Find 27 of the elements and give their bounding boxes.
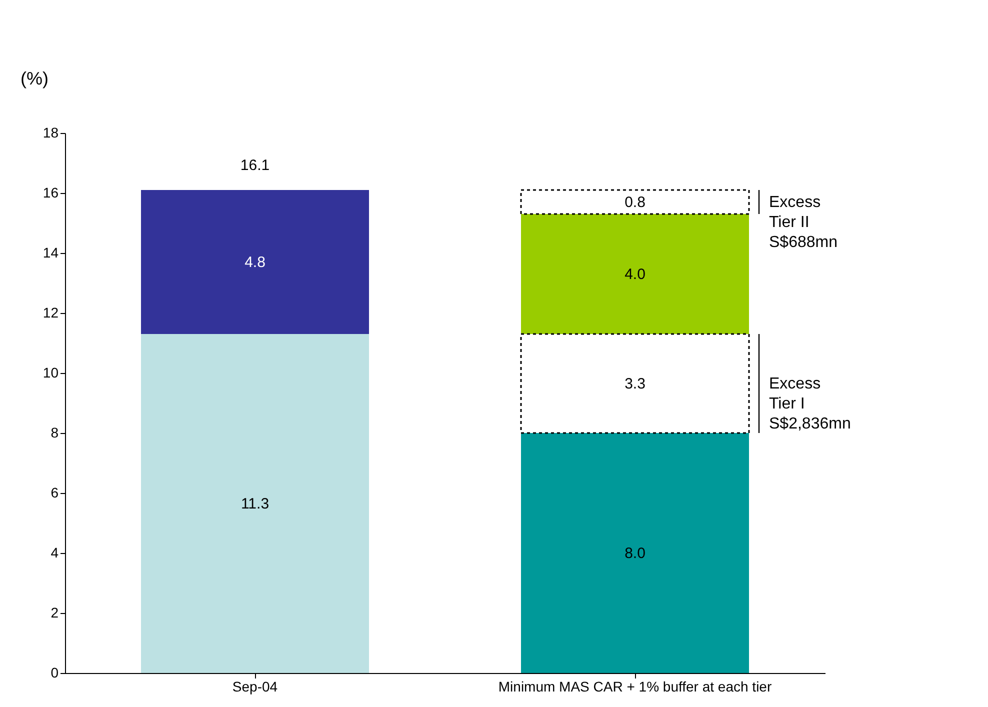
bar [141,190,369,334]
data-label: 4.0 [624,266,646,283]
total-label: 16.1 [240,157,270,174]
annotation: Excess Tier II S$688mn [769,194,838,251]
y-tick-label: 4 [50,544,59,560]
y-tick-label: 0 [50,664,59,680]
x-tick-label: Minimum MAS CAR + 1% buffer at each tier [498,678,772,694]
y-tick-label: 18 [42,124,59,140]
bar [521,214,749,334]
annotation: Excess Tier I S$2,836mn [769,376,851,432]
y-axis-title: (%) [20,68,48,88]
bar [520,189,750,215]
y-tick-label: 16 [42,184,59,200]
data-label: 3.3 [624,376,646,392]
data-label: 0.8 [624,194,646,211]
bar [141,334,369,673]
y-tick-label: 14 [42,244,59,260]
y-tick-label: 12 [42,304,59,320]
data-label: 8.0 [624,545,646,562]
y-tick-label: 6 [50,484,59,500]
x-tick-label: Sep-04 [232,678,278,694]
y-tick-label: 2 [50,604,59,620]
y-tick-label: 8 [50,424,59,440]
data-label: 11.3 [240,496,270,512]
y-tick-label: 10 [42,364,59,380]
bar [521,433,749,673]
data-label: 4.8 [244,254,266,271]
